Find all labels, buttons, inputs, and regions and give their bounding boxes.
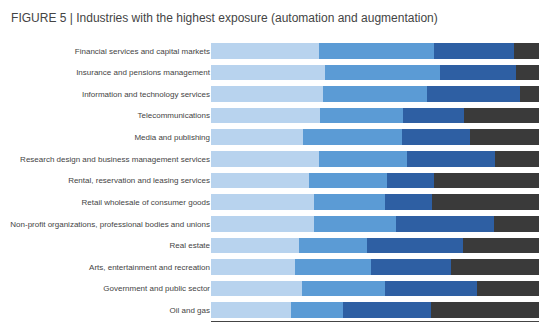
svg-text:Government and public sector: Government and public sector	[103, 284, 210, 293]
svg-text:Media and publishing: Media and publishing	[134, 133, 210, 142]
svg-text:Arts, entertainment and recrea: Arts, entertainment and recreation	[89, 263, 210, 272]
svg-text:Real estate: Real estate	[170, 241, 211, 250]
svg-text:Oil and gas: Oil and gas	[170, 306, 210, 315]
svg-text:Telecommunications: Telecommunications	[138, 111, 210, 120]
svg-text:Research design and business m: Research design and business management …	[20, 155, 210, 164]
svg-text:Insurance and pensions managem: Insurance and pensions management	[76, 68, 211, 77]
svg-text:Rental, reservation and leasin: Rental, reservation and leasing services	[68, 176, 210, 185]
svg-text:Information and technology ser: Information and technology services	[82, 90, 210, 99]
svg-text:Retail wholesale of consumer g: Retail wholesale of consumer goods	[81, 198, 210, 207]
svg-text:Financial services and capital: Financial services and capital markets	[75, 47, 210, 56]
svg-text:Non-profit organizations, prof: Non-profit organizations, professional b…	[10, 220, 210, 229]
svg-text:FIGURE 5 | Industries with the: FIGURE 5 | Industries with the highest e…	[11, 11, 438, 25]
